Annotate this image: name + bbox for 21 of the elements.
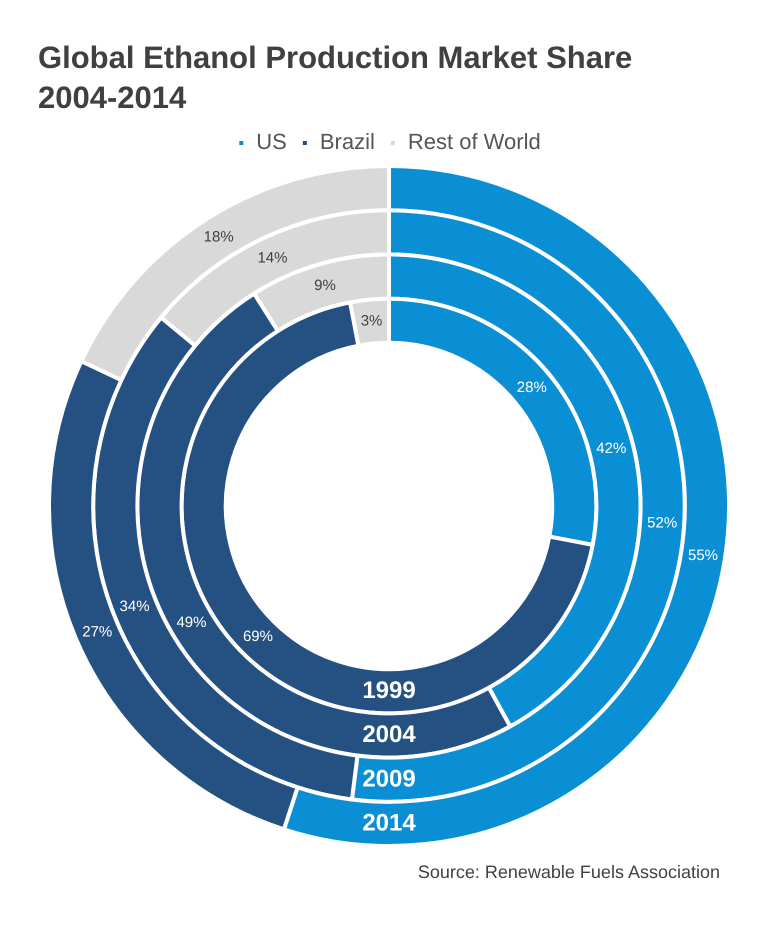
legend-label: Rest of World [408, 129, 541, 154]
legend-label: Brazil [320, 129, 375, 154]
data-label: 55% [688, 546, 718, 564]
slice-label: 2009 [362, 765, 416, 792]
slice-label: 2014 [362, 810, 416, 837]
chart-title: Global Ethanol Production Market Share 2004-2014 [37, 39, 634, 117]
data-label: 49% [176, 614, 206, 631]
legend-label: US [256, 129, 287, 154]
slice-label: 1999 [362, 676, 416, 704]
data-label: 42% [596, 440, 626, 458]
slice-label: 2004 [362, 721, 416, 748]
data-label: 52% [647, 514, 678, 532]
data-label: 34% [120, 598, 150, 615]
source-note: Source: Renewable Fuels Association [416, 862, 721, 883]
data-label: 28% [516, 379, 547, 396]
data-label: 18% [204, 228, 234, 246]
data-label: 69% [242, 628, 273, 646]
data-label: 27% [82, 623, 112, 640]
data-label: 14% [257, 249, 288, 266]
data-label: 3% [360, 312, 382, 330]
data-label: 9% [314, 276, 336, 294]
